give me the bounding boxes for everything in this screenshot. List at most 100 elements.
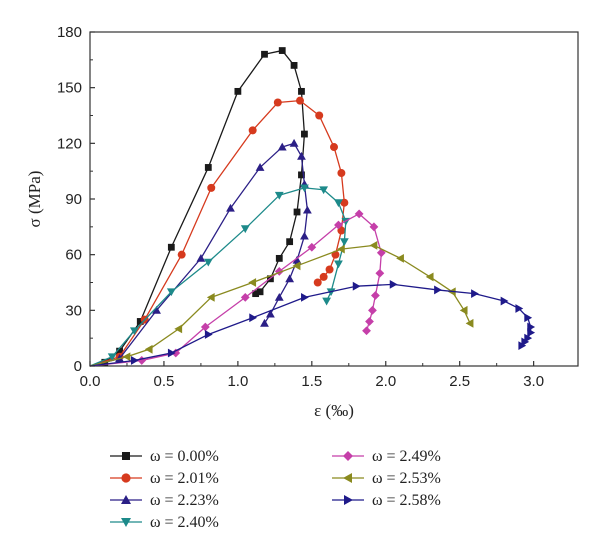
data-point [248, 126, 257, 135]
axes-layer: 0.0 0.5 1.0 1.5 2.0 2.5 3.0 0 30 60 90 120 150 180 [57, 24, 544, 390]
data-point [203, 258, 213, 267]
data-point [295, 96, 304, 105]
x-tick-label: 2.5 [449, 373, 470, 390]
data-point [352, 281, 361, 291]
series-line [89, 49, 306, 367]
legend-item: ω = 2.58% [332, 492, 441, 509]
legend-label: ω = 2.49% [372, 448, 441, 465]
y-axis-title: σ (MPa) [25, 171, 44, 228]
x-tick-label: 2.0 [375, 373, 396, 390]
data-point [301, 292, 309, 302]
data-point [274, 292, 284, 301]
legend-label: ω = 0.00% [150, 448, 219, 465]
data-point [266, 309, 275, 318]
data-point [174, 324, 183, 334]
data-point [471, 289, 479, 299]
legend-label: ω = 2.40% [150, 514, 219, 531]
data-point [368, 305, 377, 315]
data-point [325, 265, 334, 274]
data-point [298, 87, 305, 95]
legend-label: ω = 2.01% [150, 470, 219, 487]
data-point [166, 288, 176, 297]
data-point [336, 244, 345, 254]
data-point [292, 255, 302, 264]
legend-marker [122, 452, 130, 460]
legend-label: ω = 2.58% [372, 492, 441, 509]
data-point [275, 254, 283, 262]
legend-marker [121, 495, 131, 504]
data-point [334, 220, 343, 230]
legend-item: ω = 2.49% [332, 448, 441, 465]
data-point [167, 348, 176, 358]
y-tick-label: 90 [65, 191, 82, 208]
x-tick-label: 0.5 [154, 373, 175, 390]
series-layer [89, 47, 536, 367]
data-point [369, 240, 378, 250]
data-point [524, 313, 533, 323]
data-point [255, 163, 265, 171]
data-point [177, 250, 186, 259]
data-point [322, 297, 332, 306]
data-point [289, 138, 299, 147]
data-point [256, 288, 264, 296]
data-point [337, 226, 346, 235]
data-point [298, 171, 305, 179]
data-point [376, 248, 386, 258]
data-point [315, 111, 324, 120]
data-point [465, 318, 474, 328]
series-line [89, 244, 471, 367]
data-point [396, 253, 404, 263]
data-point [515, 304, 524, 313]
data-point [313, 278, 322, 287]
legend-item: ω = 2.40% [110, 514, 219, 531]
data-point [330, 143, 338, 152]
data-point [171, 348, 181, 358]
data-point [116, 347, 123, 355]
data-point [196, 253, 206, 262]
data-point [234, 87, 242, 95]
legend-marker [121, 473, 131, 483]
data-point [354, 209, 364, 219]
series-line [89, 100, 346, 367]
data-point [319, 272, 328, 281]
data-point [297, 151, 306, 160]
series-2 [89, 96, 349, 367]
data-point [206, 292, 215, 302]
x-axis-title: ε (‰) [314, 401, 354, 420]
legend-label: ω = 2.53% [372, 470, 441, 487]
data-point [286, 238, 294, 246]
data-point [274, 191, 284, 200]
y-tick-label: 180 [57, 24, 82, 41]
legend-item: ω = 2.53% [332, 470, 441, 487]
data-point [107, 353, 117, 362]
data-point [249, 313, 258, 323]
legend-marker [121, 518, 131, 527]
data-point [136, 318, 144, 325]
data-point [337, 169, 346, 178]
y-tick-label: 0 [74, 358, 82, 375]
data-point [273, 98, 282, 107]
data-point [144, 344, 153, 354]
data-point [500, 296, 509, 306]
data-point [302, 205, 312, 214]
data-point [375, 268, 385, 278]
data-point [307, 242, 317, 252]
legend-item: ω = 0.00% [110, 448, 219, 465]
data-point [527, 322, 536, 332]
data-point [334, 260, 343, 269]
data-point [277, 142, 287, 151]
series-4 [89, 184, 351, 367]
data-point [369, 222, 379, 232]
y-tick-label: 30 [65, 302, 82, 319]
data-point [300, 231, 309, 240]
x-tick-label: 3.0 [523, 373, 544, 390]
data-point [389, 279, 398, 289]
data-point [292, 261, 301, 271]
legend: ω = 0.00% ω = 2.01% ω = 2.23% ω = 2.40% ω = … [110, 448, 441, 531]
data-point [290, 62, 298, 69]
data-point [340, 198, 349, 207]
data-point [459, 305, 468, 315]
legend-item: ω = 2.23% [110, 492, 219, 509]
data-point [204, 164, 212, 171]
